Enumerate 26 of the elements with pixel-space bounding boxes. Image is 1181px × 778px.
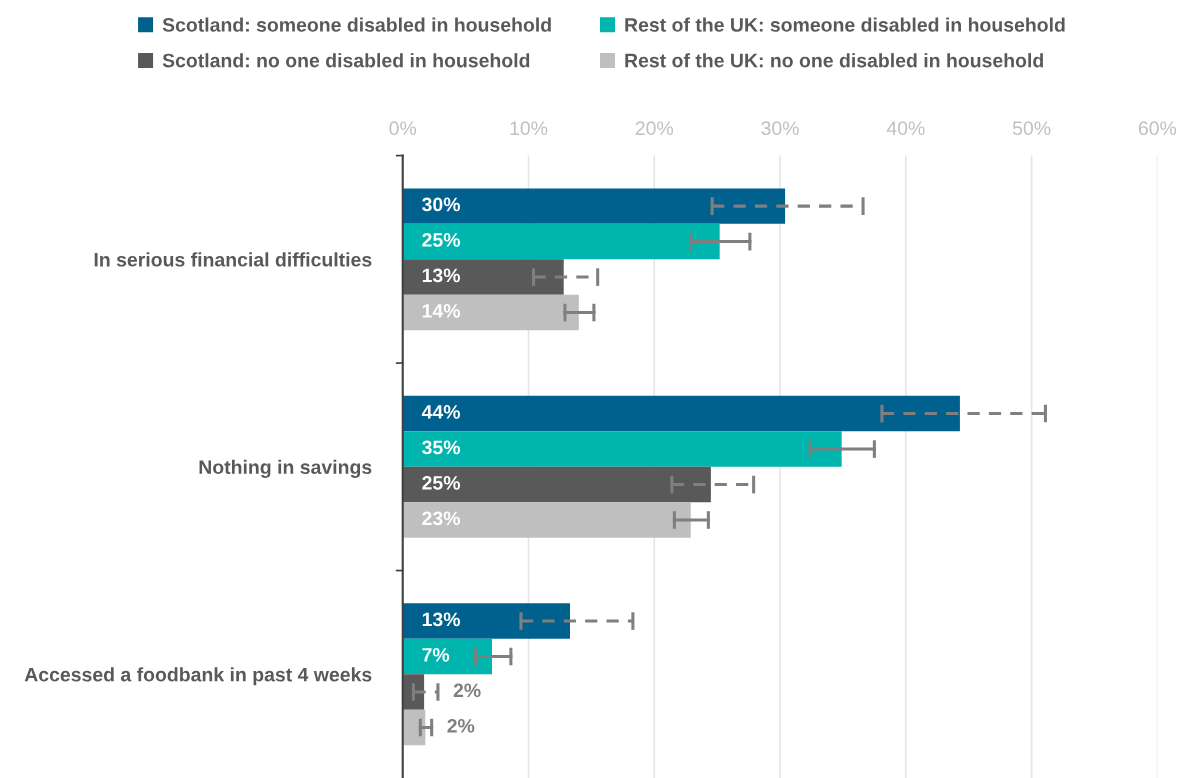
data-label: 25% xyxy=(422,475,460,490)
x-tick-label: 20% xyxy=(635,121,674,136)
legend-label: Scotland: no one disabled in household xyxy=(162,53,530,68)
y-tick-label: Nothing in savings xyxy=(199,459,372,478)
legend-label: Rest of the UK: someone disabled in household xyxy=(625,17,1065,32)
data-label: 25% xyxy=(422,233,460,247)
data-label: 23% xyxy=(422,511,460,526)
data-label: 44% xyxy=(421,405,460,419)
data-label: 2% xyxy=(453,683,481,698)
data-label: 35% xyxy=(422,440,460,455)
x-tick-label: 60% xyxy=(1138,121,1177,136)
data-label: 13% xyxy=(422,268,460,283)
legend-label: Scotland: someone disabled in household xyxy=(162,17,551,32)
legend-label: Rest of the UK: no one disabled in household xyxy=(625,53,1043,68)
data-label: 7% xyxy=(422,648,450,662)
x-tick-label: 0% xyxy=(389,121,417,136)
x-tick-label: 40% xyxy=(886,121,925,136)
data-label: 2% xyxy=(447,718,475,733)
data-label: 30% xyxy=(422,197,460,212)
y-tick-label: In serious financial difficulties xyxy=(94,252,372,267)
x-tick-label: 30% xyxy=(761,121,799,136)
data-label: 14% xyxy=(422,304,460,318)
x-tick-label: 50% xyxy=(1012,121,1051,136)
x-tick-label: 10% xyxy=(510,121,548,136)
data-label: 13% xyxy=(422,612,460,627)
y-tick-label: Accessed a foodbank in past 4 weeks xyxy=(24,667,372,686)
